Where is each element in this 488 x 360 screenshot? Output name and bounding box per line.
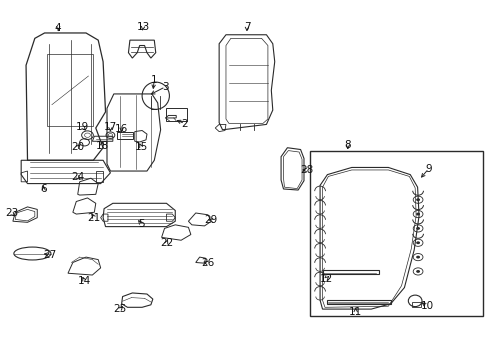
Text: 15: 15 xyxy=(134,142,147,152)
Text: 17: 17 xyxy=(103,122,117,132)
Bar xyxy=(310,151,483,316)
Text: 4: 4 xyxy=(55,23,61,33)
Bar xyxy=(327,300,390,305)
Circle shape xyxy=(415,256,419,258)
Text: 18: 18 xyxy=(95,141,108,151)
Text: 14: 14 xyxy=(78,276,91,286)
Text: 23: 23 xyxy=(5,208,18,218)
Text: 3: 3 xyxy=(162,82,168,92)
Bar xyxy=(411,302,420,307)
Bar xyxy=(322,270,378,274)
Text: 6: 6 xyxy=(40,184,47,194)
Circle shape xyxy=(415,241,419,244)
Text: 26: 26 xyxy=(201,258,214,268)
Text: 7: 7 xyxy=(243,22,250,32)
Text: 13: 13 xyxy=(136,22,149,32)
Circle shape xyxy=(415,227,419,230)
Text: 22: 22 xyxy=(160,238,173,248)
Text: 5: 5 xyxy=(138,219,144,229)
Text: 1: 1 xyxy=(151,75,157,85)
Circle shape xyxy=(415,198,419,201)
Text: 10: 10 xyxy=(420,301,433,311)
Text: 19: 19 xyxy=(76,122,89,132)
Text: 24: 24 xyxy=(71,172,84,182)
Text: 21: 21 xyxy=(87,213,101,222)
Bar xyxy=(165,108,187,121)
Text: 28: 28 xyxy=(300,165,313,175)
Text: 8: 8 xyxy=(344,140,350,150)
Text: 25: 25 xyxy=(113,304,126,314)
Text: 11: 11 xyxy=(348,307,362,317)
Circle shape xyxy=(415,270,419,273)
Text: 16: 16 xyxy=(115,124,128,134)
Text: 9: 9 xyxy=(425,163,431,174)
Text: 20: 20 xyxy=(71,142,84,152)
Circle shape xyxy=(415,213,419,216)
Text: 27: 27 xyxy=(43,249,56,260)
Text: 12: 12 xyxy=(319,274,332,284)
Text: 29: 29 xyxy=(204,215,218,225)
Text: 2: 2 xyxy=(182,119,188,129)
Bar xyxy=(47,54,93,126)
